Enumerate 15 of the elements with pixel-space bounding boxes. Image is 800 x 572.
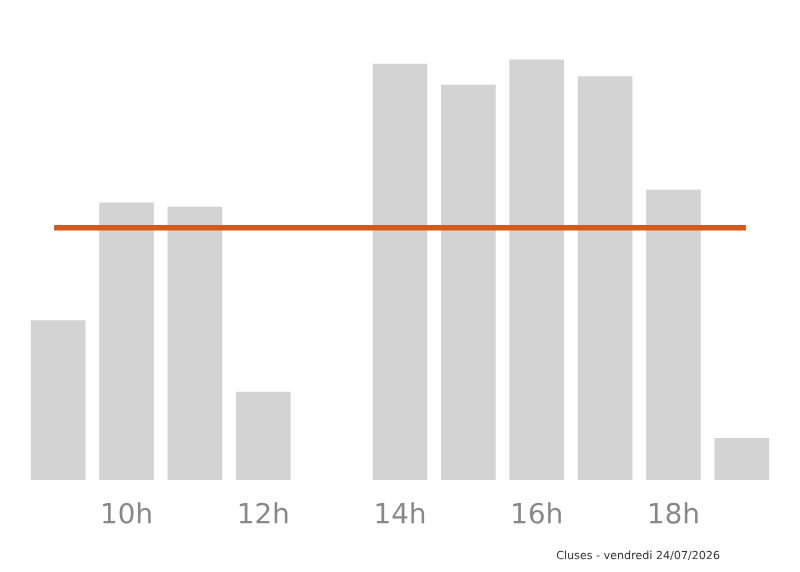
bar [509,59,565,480]
bar [577,76,633,480]
x-tick-label: 12h [239,502,288,524]
bar [30,320,86,480]
x-tick-label: 10h [103,502,151,524]
bar [99,202,154,480]
bar [372,63,428,480]
x-tick-label: 18h [650,502,698,524]
bar [441,84,496,480]
bar [235,391,291,480]
x-tick-label: 16h [513,502,561,524]
x-tick-label: 14h [376,502,425,524]
bar [646,189,701,480]
bar [167,206,223,480]
bar [714,437,770,480]
